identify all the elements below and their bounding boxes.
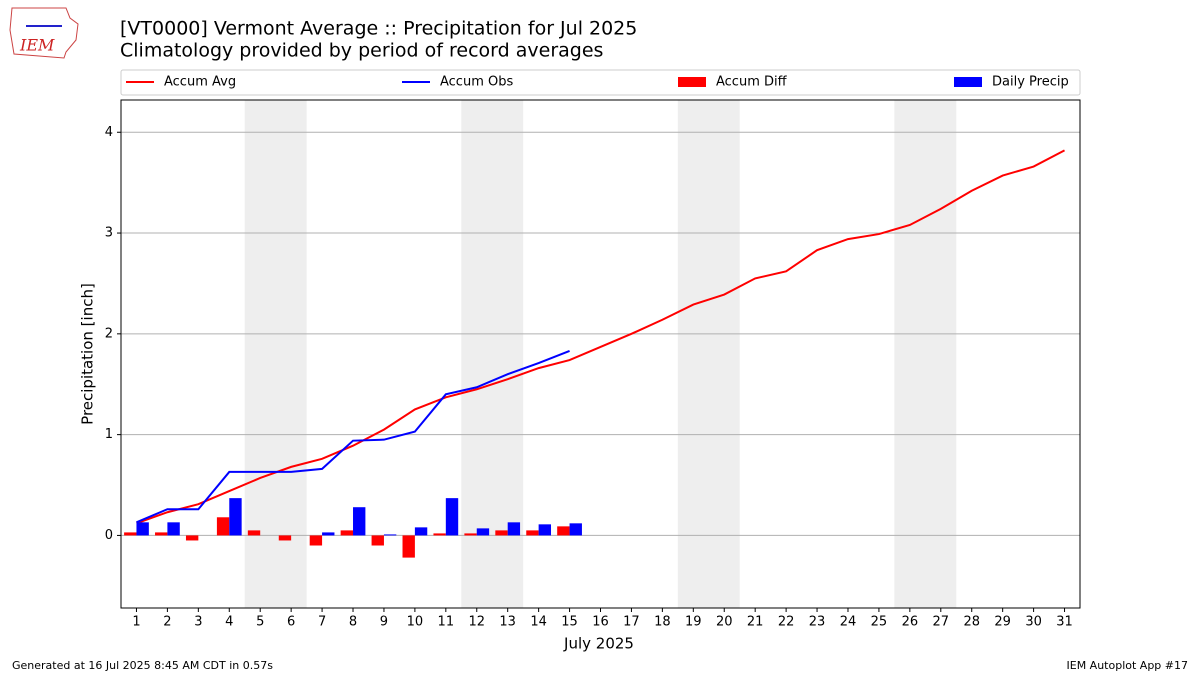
legend-label: Daily Precip [992,75,1069,90]
bar [340,530,354,536]
legend-box [120,69,1081,96]
x-tick-label: 14 [530,615,547,630]
x-tick-label: 5 [256,615,264,630]
x-tick-label: 8 [349,615,357,630]
bar [495,530,508,536]
x-tick-label: 30 [1025,615,1042,630]
line [136,149,1065,525]
x-tick-label: 11 [438,615,455,630]
x-tick-label: 7 [318,615,326,630]
x-tick-label: 18 [654,615,671,630]
weekend-shade [677,100,740,608]
x-tick-label: 4 [225,615,233,630]
x-tick-label: 20 [716,615,733,630]
logo: IEM [9,7,79,59]
bar [507,522,521,536]
x-tick-label: 16 [592,615,609,630]
plot-frame [120,99,1081,609]
footer-left: Generated at 16 Jul 2025 8:45 AM CDT in … [12,659,273,672]
chart-title: [VT0000] Vermont Average :: Precipitatio… [120,18,637,40]
bar [414,527,428,536]
x-tick-label: 21 [747,615,764,630]
bar [322,532,335,536]
bar [526,530,539,536]
legend-label: Accum Avg [164,75,236,90]
y-tick-label: 1 [105,427,113,442]
line [136,350,570,524]
bar [216,517,230,536]
x-tick-label: 17 [623,615,640,630]
x-tick-label: 27 [933,615,950,630]
logo-outline [9,7,79,59]
x-tick-label: 22 [778,615,795,630]
x-axis-label: July 2025 [563,635,634,653]
bar [278,535,292,541]
weekend-shade [894,100,957,608]
x-tick-label: 10 [407,615,424,630]
bar [433,533,446,536]
legend-label: Accum Diff [716,75,788,90]
legend-swatch [954,77,982,87]
bar [445,498,459,536]
y-tick-label: 4 [105,125,113,140]
x-tick-label: 24 [840,615,857,630]
bar [402,535,415,558]
bar [464,533,477,536]
bar [383,534,397,536]
x-tick-label: 29 [994,615,1011,630]
legend-swatch [678,77,706,87]
chart-subtitle: Climatology provided by period of record… [120,40,603,62]
bar [309,535,323,546]
x-tick-label: 9 [380,615,388,630]
weekend-shade [244,100,307,608]
bar [185,535,199,541]
x-tick-label: 31 [1056,615,1073,630]
x-tick-label: 2 [163,615,171,630]
legend-label: Accum Obs [440,75,513,90]
y-axis-label: Precipitation [inch] [79,283,97,425]
x-tick-label: 25 [871,615,888,630]
x-tick-label: 1 [132,615,140,630]
bar [247,530,261,536]
y-tick-label: 3 [105,226,113,241]
x-tick-label: 28 [963,615,980,630]
x-tick-label: 6 [287,615,295,630]
bar [569,523,582,536]
y-tick-label: 0 [105,528,113,543]
bar [557,526,570,536]
x-tick-label: 26 [902,615,919,630]
bar [371,535,384,546]
footer-right: IEM Autoplot App #17 [1067,659,1189,672]
y-tick-label: 2 [105,326,113,341]
bar [136,522,149,536]
bar [476,528,490,536]
x-tick-label: 19 [685,615,702,630]
bar [124,532,137,536]
logo-text: IEM [19,36,55,55]
x-tick-label: 3 [194,615,202,630]
x-tick-label: 12 [468,615,485,630]
x-tick-label: 23 [809,615,826,630]
bar [155,532,168,536]
bar [167,522,180,536]
bar [538,524,552,536]
bar [229,498,242,536]
x-tick-label: 13 [499,615,516,630]
bar [353,507,366,536]
x-tick-label: 15 [561,615,578,630]
